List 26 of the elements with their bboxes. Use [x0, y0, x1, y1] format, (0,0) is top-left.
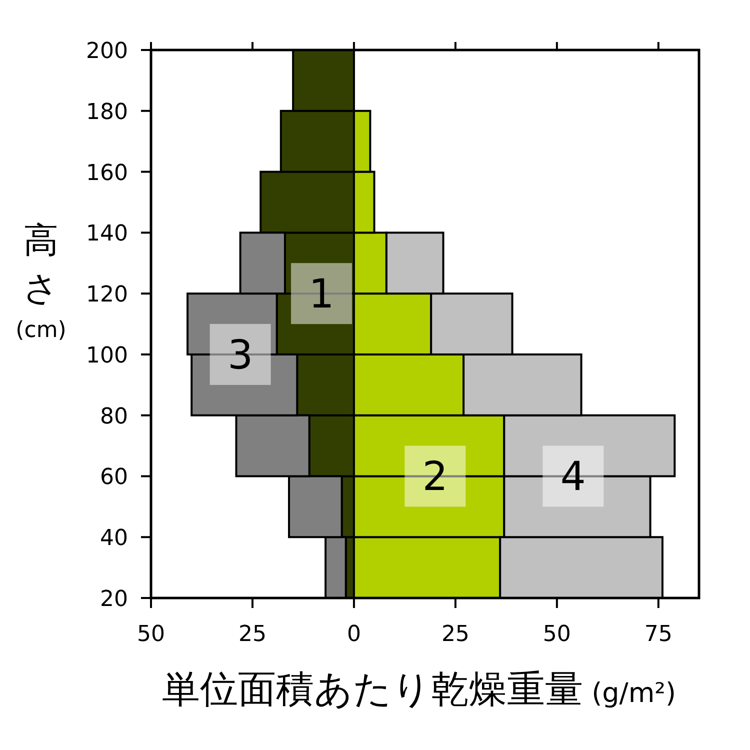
- y-tick-label: 160: [86, 160, 128, 186]
- annotation: 3: [210, 324, 271, 385]
- y-axis-title: 高さ (cm): [16, 221, 66, 343]
- annotation: 1: [291, 263, 352, 324]
- annotation: 4: [542, 446, 604, 507]
- y-tick-label: 80: [100, 404, 128, 430]
- x-tick-label: 25: [238, 622, 266, 647]
- annotation: 1: [308, 272, 334, 318]
- annotation: 2: [404, 446, 466, 507]
- y-tick-label: 200: [86, 39, 128, 64]
- y-tick-label: 120: [86, 282, 128, 308]
- x-tick-label: 50: [137, 622, 165, 647]
- annotation: 4: [560, 454, 586, 500]
- x-tick-label: 75: [644, 622, 672, 647]
- y-tick-label: 180: [86, 100, 128, 125]
- annotation: 3: [228, 332, 254, 378]
- annotation: 2: [422, 454, 448, 500]
- y-tick-label: 20: [100, 587, 128, 612]
- x-tick-label: 50: [542, 622, 571, 647]
- y-tick-label: 100: [86, 343, 128, 368]
- y-tick-label: 40: [100, 526, 128, 552]
- x-tick-label: 25: [441, 622, 470, 647]
- y-tick-label: 60: [100, 465, 128, 490]
- x-axis-title: 単位面積あたり乾燥重量 (g/m²): [162, 667, 676, 711]
- y-tick-label: 140: [86, 222, 128, 247]
- x-tick-label: 0: [346, 622, 361, 647]
